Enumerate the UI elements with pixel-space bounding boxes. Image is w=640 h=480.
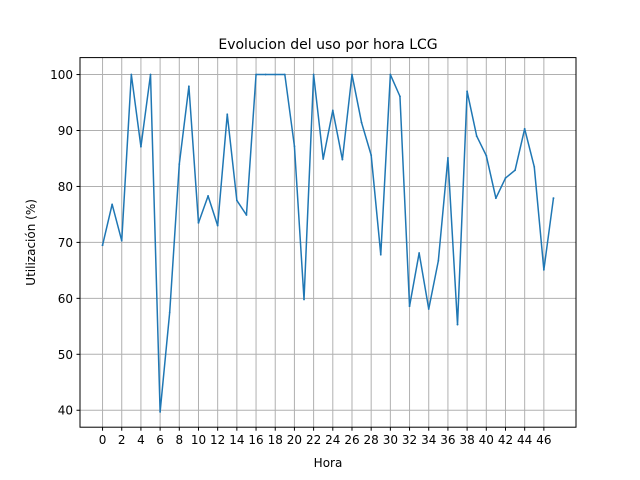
data-point — [101, 244, 104, 247]
data-point — [207, 195, 209, 197]
data-point — [552, 197, 555, 200]
x-tick-label: 14 — [229, 433, 244, 447]
data-point — [331, 109, 334, 112]
y-tick-label: 90 — [58, 124, 73, 138]
y-tick-label: 80 — [58, 180, 73, 194]
series-line-group — [101, 73, 555, 413]
x-tick-label: 12 — [210, 433, 225, 447]
y-axis-label: Utilización (%) — [24, 199, 38, 286]
y-tick-label: 50 — [58, 348, 73, 362]
data-point — [293, 145, 296, 148]
x-tick-label: 18 — [268, 433, 283, 447]
x-tick-label: 46 — [536, 433, 551, 447]
data-point — [283, 73, 286, 76]
x-tick-label: 26 — [344, 433, 359, 447]
y-tick-label: 40 — [58, 404, 73, 418]
data-point — [312, 73, 315, 76]
data-point — [264, 73, 267, 76]
data-point — [120, 239, 123, 242]
data-point — [341, 158, 344, 161]
data-point — [351, 73, 353, 76]
data-point — [360, 121, 363, 124]
y-tick-label: 60 — [58, 292, 73, 306]
data-point — [216, 224, 219, 227]
data-point — [456, 323, 459, 326]
x-tick-label: 28 — [364, 433, 379, 447]
data-point — [504, 177, 507, 179]
data-point — [389, 73, 392, 76]
data-point — [533, 165, 536, 168]
x-tick-label: 36 — [440, 433, 455, 447]
data-point — [494, 197, 497, 200]
x-tick-label: 32 — [402, 433, 417, 447]
x-tick-label: 6 — [156, 433, 164, 447]
grid — [80, 57, 576, 428]
data-point — [178, 163, 181, 165]
data-point — [111, 203, 114, 206]
data-point — [485, 154, 488, 157]
y-axis: 40 50 60 70 80 90 100 — [50, 68, 80, 418]
x-axis-label: Hora — [314, 456, 343, 470]
data-point — [418, 252, 421, 254]
data-point — [514, 169, 516, 172]
x-tick-label: 42 — [498, 433, 513, 447]
data-point — [427, 308, 430, 310]
data-point — [245, 214, 248, 216]
y-tick-label: 70 — [58, 236, 73, 250]
data-point — [408, 305, 411, 308]
data-point — [149, 73, 152, 76]
data-point — [447, 157, 449, 159]
x-tick-label: 44 — [517, 433, 532, 447]
x-tick-label: 20 — [287, 433, 302, 447]
data-point — [437, 259, 440, 262]
data-point — [140, 145, 142, 148]
x-axis: 0 2 4 6 8 10 12 14 16 18 20 22 24 26 28 30 32 34 36 38 40 42 4… — [99, 427, 552, 447]
data-point — [130, 73, 133, 76]
data-point — [255, 73, 257, 76]
x-tick-label: 34 — [421, 433, 436, 447]
x-tick-label: 4 — [137, 433, 145, 447]
x-tick-label: 22 — [306, 433, 321, 447]
x-tick-label: 16 — [248, 433, 263, 447]
x-tick-label: 2 — [118, 433, 126, 447]
data-point — [322, 158, 325, 160]
data-point — [187, 85, 190, 88]
x-tick-label: 10 — [191, 433, 206, 447]
y-tick-label: 100 — [50, 68, 73, 82]
data-point — [168, 311, 171, 314]
data-point — [159, 411, 162, 413]
data-point — [226, 113, 229, 116]
data-point — [466, 90, 469, 93]
data-point — [197, 221, 200, 224]
data-point — [523, 127, 526, 130]
data-point — [475, 135, 478, 137]
data-point — [274, 73, 277, 76]
x-tick-label: 8 — [175, 433, 183, 447]
data-point — [399, 95, 401, 98]
x-tick-label: 38 — [459, 433, 474, 447]
x-tick-label: 40 — [479, 433, 494, 447]
data-point — [370, 154, 373, 157]
series-line — [101, 73, 555, 413]
x-tick-label: 24 — [325, 433, 340, 447]
x-tick-label: 30 — [383, 433, 398, 447]
x-tick-label: 0 — [99, 433, 107, 447]
data-point — [235, 199, 238, 202]
chart-title: Evolucion del uso por hora LCG — [218, 37, 437, 53]
data-point — [303, 298, 305, 301]
data-point — [379, 253, 382, 256]
data-point — [542, 268, 545, 271]
